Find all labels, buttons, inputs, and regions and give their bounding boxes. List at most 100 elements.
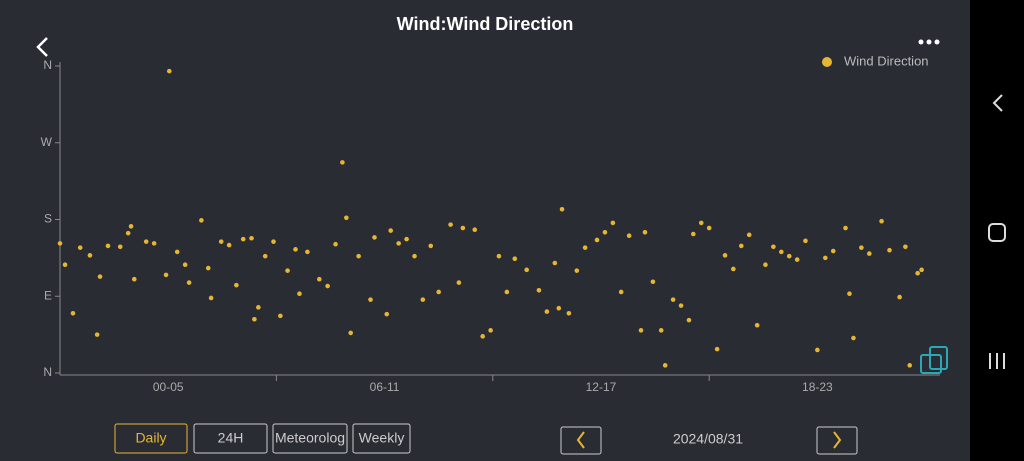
prev-date-button[interactable] [560,426,602,455]
point [186,280,192,285]
point [779,249,784,255]
point [650,279,656,285]
point [87,253,93,258]
tab-button[interactable] [272,423,348,454]
point [536,287,542,293]
point [830,248,836,254]
point [249,235,254,241]
point [472,227,478,233]
x-tick-label: 00-05 [153,380,184,394]
point [226,242,232,248]
point [602,229,608,235]
chart-title: Wind:Wind Direction [397,14,574,34]
point [131,276,137,282]
point [670,297,676,302]
point [731,266,736,272]
prev-date-icon [576,431,585,449]
point [325,283,330,289]
point [348,330,353,336]
point [815,347,820,353]
point [240,236,246,242]
point [686,317,692,323]
point [698,220,704,226]
legend-label: Wind Direction [844,53,929,68]
point [504,289,510,295]
point [897,294,902,300]
date-label: 2024/08/31 [673,431,743,447]
tab-label: Weekly [359,430,405,446]
point [428,243,434,249]
point [256,305,261,310]
point [412,253,417,259]
point [293,247,298,252]
point [340,160,345,165]
export-icon[interactable] [920,346,948,374]
point [436,289,441,295]
next-date-icon [833,431,842,449]
tab-label: Daily [135,430,166,446]
point [404,236,409,242]
x-tick-label: 18-23 [802,380,833,394]
point [582,245,588,250]
point [305,249,310,255]
point [803,238,808,244]
point [166,68,172,74]
y-tick-label: S [44,212,52,226]
point [117,244,123,250]
point [97,274,103,279]
point [297,291,302,296]
point [460,225,466,231]
point [794,257,800,262]
point [678,303,684,308]
point [218,239,224,244]
point [151,241,157,246]
point [556,305,562,311]
tab-button[interactable] [193,423,268,454]
next-date-button[interactable] [816,426,858,455]
point [754,322,760,328]
point [618,289,624,295]
point [879,218,884,224]
point [480,334,485,339]
point [887,247,892,253]
point [574,268,580,273]
nav-home[interactable] [988,223,1006,242]
point [907,363,913,368]
tab-button[interactable] [352,423,411,454]
point [125,230,131,236]
tab-button[interactable] [114,423,188,454]
point [356,253,361,259]
point [182,262,188,267]
point [271,239,276,244]
legend-marker [822,57,832,67]
point [372,235,377,240]
point [396,241,401,246]
point [544,309,550,314]
x-tick-label: 12-17 [586,380,617,394]
y-tick-label: N [43,365,52,379]
point [658,328,664,333]
point [610,220,616,226]
point [512,256,518,262]
tab-label: Meteorolog [275,430,345,446]
nav-recent[interactable] [989,353,1005,369]
point [252,316,257,322]
point [174,249,180,255]
y-tick-label: W [41,135,53,149]
point [317,276,322,282]
point [763,262,768,267]
point [722,253,728,258]
menu-button[interactable] [918,39,940,45]
point [199,218,204,223]
point [919,267,924,273]
point [208,295,214,301]
point [706,225,712,231]
point [903,244,908,250]
nav-back[interactable] [992,94,1003,112]
point [714,346,720,352]
point [642,229,648,235]
point [566,311,572,316]
point [205,265,211,271]
back-button[interactable] [36,37,48,57]
point [388,228,394,233]
